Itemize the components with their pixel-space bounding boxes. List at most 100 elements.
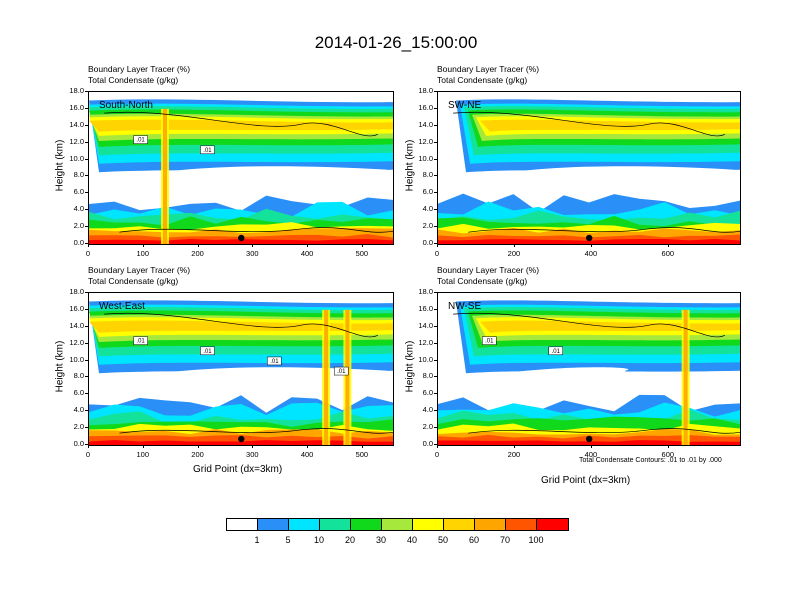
y-tick-mark: [434, 308, 437, 310]
x-tick-label: 400: [584, 249, 598, 258]
y-tick-label: 12.0: [418, 136, 433, 146]
colorbar-swatch: [289, 519, 320, 530]
contour-label: .01: [485, 339, 494, 345]
tracer-band-upper: [89, 320, 393, 333]
condensate-contour: [104, 312, 378, 338]
contour-label: .01: [270, 359, 279, 365]
y-tick-label: 2.0: [73, 422, 84, 432]
y-tick-label: 6.0: [422, 187, 433, 197]
y-tick-mark: [85, 376, 88, 378]
x-tick-mark: [590, 244, 592, 247]
y-tick-mark: [85, 209, 88, 211]
condensate-contour: [119, 227, 393, 233]
contour-label-box: [482, 336, 497, 345]
x-tick-label: 200: [191, 249, 204, 258]
colorbar-swatch: [258, 519, 289, 530]
x-tick-mark: [197, 445, 199, 448]
colorbar-swatch: [382, 519, 413, 530]
y-tick-mark: [434, 243, 437, 244]
x-tick-label: 200: [507, 249, 521, 258]
x-tick-label: 500: [355, 249, 369, 258]
panel-title-1: Boundary Layer Tracer (%) Total Condensa…: [88, 64, 190, 86]
x-tick-mark: [252, 244, 254, 247]
colorbar-label: 100: [528, 535, 544, 545]
y-tick-mark: [85, 292, 88, 293]
x-tick-mark: [142, 244, 144, 247]
colorbar-label: 10: [313, 535, 324, 545]
colorbar-label: 1: [254, 535, 260, 545]
y-tick-mark: [434, 292, 437, 293]
x-axis-label-left: Grid Point (dx=3km): [193, 464, 283, 475]
y-tick-label: 12.0: [418, 337, 433, 347]
colorbar-swatch: [444, 519, 475, 530]
y-tick-label: 8.0: [422, 371, 433, 381]
y-tick-mark: [434, 342, 437, 344]
location-marker: [238, 234, 245, 242]
y-tick-label: 18.0: [69, 86, 84, 95]
x-tick-label: 600: [661, 249, 675, 258]
colorbar-swatch: [413, 519, 444, 530]
x-tick-label: 100: [136, 249, 150, 258]
colorbar-swatch: [537, 519, 568, 530]
y-tick-mark: [85, 393, 88, 395]
y-tick-mark: [434, 226, 437, 228]
y-tick-mark: [434, 141, 437, 143]
y-tick-mark: [434, 107, 437, 109]
y-tick-label: 0.0: [73, 439, 84, 448]
contour-label: .01: [203, 148, 212, 154]
x-tick-label: 400: [584, 450, 598, 459]
chart-panel-south-north: .01 .01 South-North: [88, 91, 394, 245]
y-tick-mark: [85, 308, 88, 310]
x-tick-label: 0: [434, 249, 440, 258]
y-tick-mark: [85, 243, 88, 244]
contour-label: .01: [136, 339, 145, 345]
contour-label: .01: [337, 369, 346, 375]
y-tick-mark: [434, 209, 437, 211]
condensate-contour: [453, 312, 726, 338]
y-tick-label: 0.0: [422, 238, 433, 247]
y-tick-label: 16.0: [418, 303, 433, 313]
panel-title-condensate: Total Condensate (g/kg): [88, 75, 179, 85]
colorbar-label: 40: [406, 535, 417, 545]
y-tick-label: 2.0: [422, 422, 433, 432]
y-tick-label: 16.0: [69, 102, 84, 112]
tracer-band-lower: [438, 238, 740, 244]
x-tick-mark: [307, 445, 309, 448]
y-tick-mark: [85, 325, 88, 327]
clear-region: [474, 166, 734, 209]
x-tick-label: 200: [507, 450, 521, 459]
contour-label-box: [333, 366, 349, 376]
contour-note: Total Condensate Contours: .01 to .01 by…: [579, 457, 722, 464]
panel-title-2: Boundary Layer Tracer (%) Total Condensa…: [437, 64, 539, 86]
y-tick-mark: [434, 124, 437, 126]
location-marker: [585, 234, 593, 242]
chart-panel-nw-se: .01 .01 NW-SE: [437, 292, 741, 446]
tracer-band-lower: [438, 440, 740, 445]
heatmap-south-north: .01 .01: [89, 99, 393, 244]
y-tick-mark: [85, 427, 88, 429]
y-tick-label: 6.0: [422, 388, 433, 398]
y-tick-label: 10.0: [69, 153, 84, 163]
y-tick-label: 14.0: [418, 320, 433, 330]
x-tick-mark: [197, 244, 199, 247]
x-tick-label: 0: [85, 249, 91, 258]
y-tick-label: 18.0: [418, 287, 433, 296]
x-tick-mark: [252, 445, 254, 448]
y-tick-label: 0.0: [422, 439, 433, 448]
clear-region: [125, 166, 387, 209]
y-tick-label: 14.0: [418, 119, 433, 129]
x-tick-mark: [667, 445, 669, 448]
colorbar-label: 20: [344, 535, 355, 545]
panel-title-3: Boundary Layer Tracer (%) Total Condensa…: [88, 265, 190, 287]
convective-column-core: [324, 309, 329, 445]
y-tick-label: 10.0: [418, 153, 433, 163]
location-marker: [238, 435, 245, 443]
y-tick-mark: [85, 192, 88, 194]
location-marker: [585, 435, 593, 443]
y-tick-label: 12.0: [69, 136, 84, 146]
x-tick-label: 100: [136, 450, 150, 459]
condensate-contour: [119, 428, 393, 434]
colorbar-label: 70: [499, 535, 510, 545]
heatmap-nw-se: .01 .01: [438, 300, 740, 445]
y-tick-label: 16.0: [418, 102, 433, 112]
